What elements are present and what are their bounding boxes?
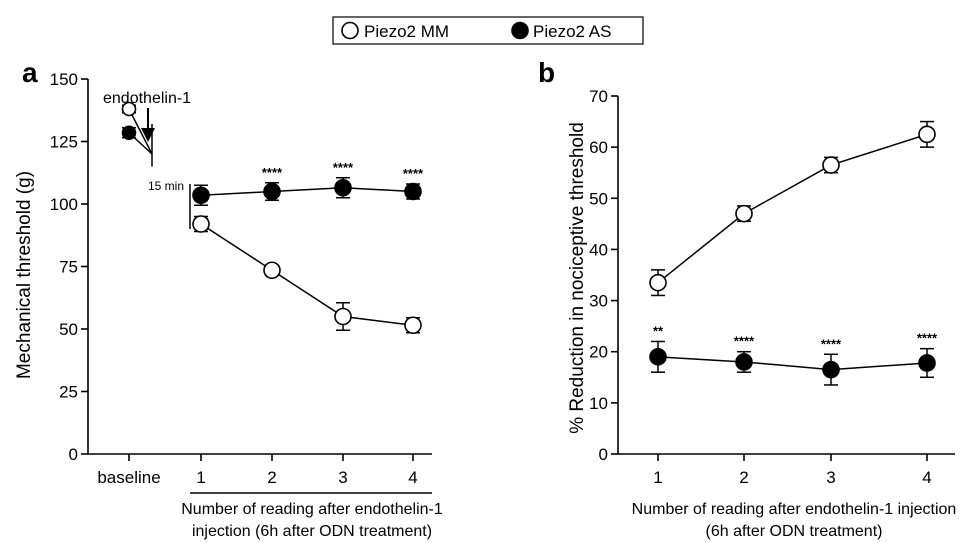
point-mm-a xyxy=(121,101,137,117)
x-axis-label-a-line2: injection (6h after ODN treatment) xyxy=(192,523,432,540)
marks-a: **** **** **** xyxy=(121,101,424,335)
y-tick-label-a: 0 xyxy=(69,445,78,464)
x-tick-label-b: 3 xyxy=(826,468,835,487)
x-tick-label-a: 3 xyxy=(338,468,347,487)
arrow-label: endothelin-1 xyxy=(103,90,191,107)
point-as-b xyxy=(735,353,753,371)
y-tick-label-b: 30 xyxy=(589,292,608,311)
point-mm-b xyxy=(735,204,753,223)
arrow-head xyxy=(141,128,155,142)
significance-label-b: **** xyxy=(734,334,755,349)
point-as-a xyxy=(121,125,137,141)
point-mm-b xyxy=(918,125,936,144)
series-line-as-b xyxy=(657,356,928,371)
baseline-line-mm xyxy=(128,108,153,155)
annotation-endothelin: endothelin-1 15 min xyxy=(103,90,191,193)
marks-b: ****** **** **** xyxy=(649,120,938,386)
legend-label-as: Piezo2 AS xyxy=(533,22,611,41)
series-line-mm-a xyxy=(200,223,414,326)
y-tick-label-a: 50 xyxy=(59,320,78,339)
x-axis-label-b-line2: (6h after ODN treatment) xyxy=(706,523,883,540)
point-mm-b xyxy=(649,273,667,292)
point-as-b xyxy=(918,354,936,372)
axes-a xyxy=(81,78,432,461)
y-tick-label-a: 125 xyxy=(50,133,78,152)
legend-label-mm: Piezo2 MM xyxy=(364,22,449,41)
significance-label-b: **** xyxy=(821,336,842,351)
y-tick-label-a: 25 xyxy=(59,383,78,402)
y-tick-label-b: 20 xyxy=(589,343,608,362)
significance-label-b: **** xyxy=(917,331,938,346)
point-mm-a xyxy=(404,316,422,335)
y-tick-label-b: 40 xyxy=(589,240,608,259)
legend: Piezo2 MM Piezo2 AS xyxy=(332,16,644,45)
significance-label-b: ** xyxy=(653,323,664,338)
x-tick-label-a: 1 xyxy=(196,468,205,487)
panel-a: a Mechanical threshold (g) 0 25 50 75 100 125… xyxy=(14,57,443,540)
point-as-b xyxy=(649,348,667,366)
y-tick-label-b: 60 xyxy=(589,138,608,157)
legend-marker-filled-circle xyxy=(511,21,529,40)
y-tick-label-a: 75 xyxy=(59,258,78,277)
legend-marker-open-circle xyxy=(341,21,359,40)
series-line-as-a xyxy=(200,186,414,196)
y-tick-label-a: 150 xyxy=(50,70,78,89)
point-mm-b xyxy=(822,156,840,174)
interval-label: 15 min xyxy=(148,179,184,193)
significance-label-a: **** xyxy=(403,166,424,181)
significance-label-a: **** xyxy=(333,160,354,175)
tick-labels-b: 0 10 20 30 40 50 60 70 1 2 3 4 xyxy=(589,87,932,487)
x-tick-label-b: 4 xyxy=(922,468,931,487)
x-tick-label-a: 4 xyxy=(408,468,417,487)
y-tick-label-b: 70 xyxy=(589,87,608,106)
point-as-a xyxy=(334,178,352,197)
x-axis-label-a-line1: Number of reading after endothelin-1 xyxy=(181,501,443,518)
point-as-a xyxy=(263,182,281,201)
x-tick-label-a: 2 xyxy=(267,468,276,487)
x-axis-label-b-line1: Number of reading after endothelin-1 inj… xyxy=(632,501,957,518)
x-tick-label-b: 2 xyxy=(739,468,748,487)
significance-label-a: **** xyxy=(262,165,283,180)
y-tick-label-b: 0 xyxy=(599,445,608,464)
tick-labels-a: 0 25 50 75 100 125 150 baseline 1 2 3 4 xyxy=(50,70,418,487)
panel-label-b: b xyxy=(538,57,555,88)
y-tick-label-b: 50 xyxy=(589,189,608,208)
point-mm-a xyxy=(192,215,210,233)
point-as-b xyxy=(822,360,840,379)
series-line-mm-b xyxy=(657,133,928,284)
y-axis-label-b: % Reduction in nociceptive threshold xyxy=(567,122,588,434)
point-mm-a xyxy=(263,261,281,280)
x-tick-label-a: baseline xyxy=(97,468,160,487)
y-axis-label-a: Mechanical threshold (g) xyxy=(14,171,35,379)
panel-label-a: a xyxy=(22,57,38,88)
x-tick-label-b: 1 xyxy=(653,468,662,487)
point-as-a xyxy=(192,186,210,205)
axes-b xyxy=(611,95,955,461)
legend-box xyxy=(332,16,644,45)
point-as-a xyxy=(404,182,422,201)
point-mm-a xyxy=(334,307,352,326)
y-tick-label-a: 100 xyxy=(50,195,78,214)
panel-b: b % Reduction in nociceptive threshold 0… xyxy=(538,57,956,540)
y-tick-label-b: 10 xyxy=(589,394,608,413)
